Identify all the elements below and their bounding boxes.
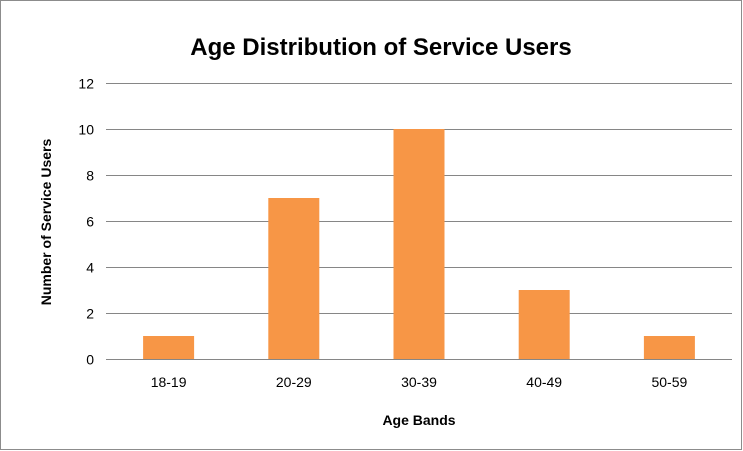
y-tick-label: 12 xyxy=(78,76,94,92)
bar-30-39 xyxy=(393,129,445,359)
bar-40-49 xyxy=(518,290,570,359)
bars xyxy=(143,129,695,359)
x-tick-label: 50-59 xyxy=(651,374,687,390)
y-axis-title: Number of Service Users xyxy=(38,139,54,306)
bar-18-19 xyxy=(143,336,195,359)
bar-50-59 xyxy=(643,336,695,359)
x-tick-label: 20-29 xyxy=(276,374,312,390)
y-axis-ticks: 0 2 4 6 8 10 12 xyxy=(78,76,94,368)
x-tick-label: 40-49 xyxy=(526,374,562,390)
x-tick-label: 30-39 xyxy=(401,374,437,390)
x-axis-ticks: 18-19 20-29 30-39 40-49 50-59 xyxy=(151,374,688,390)
y-tick-label: 4 xyxy=(86,260,94,276)
bar-20-29 xyxy=(268,198,320,359)
y-tick-label: 0 xyxy=(86,352,94,368)
x-axis-title: Age Bands xyxy=(382,412,455,428)
y-tick-label: 8 xyxy=(86,168,94,184)
y-tick-label: 2 xyxy=(86,306,94,322)
x-tick-label: 18-19 xyxy=(151,374,187,390)
y-tick-label: 6 xyxy=(86,214,94,230)
chart-title: Age Distribution of Service Users xyxy=(190,34,571,61)
y-tick-label: 10 xyxy=(78,122,94,138)
